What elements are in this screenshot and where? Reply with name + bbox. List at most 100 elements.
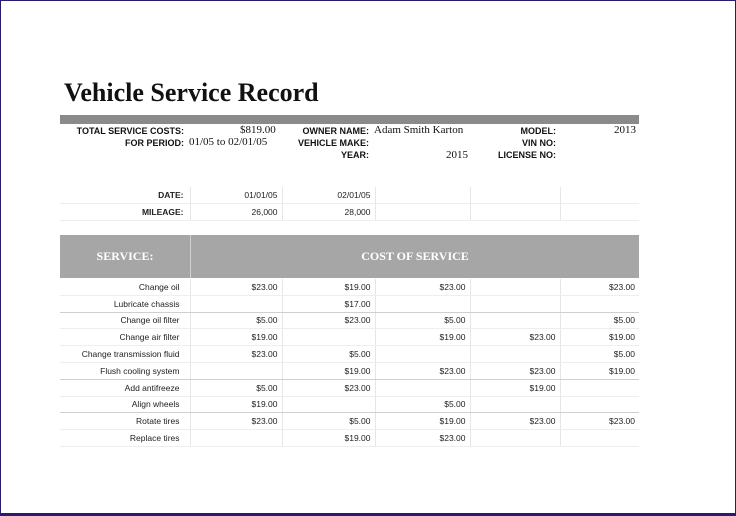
cost-cell[interactable]	[470, 312, 561, 330]
year-value: 2015	[446, 149, 468, 161]
date-cell[interactable]: 01/01/05	[190, 187, 283, 204]
service-name: Change oil filter	[60, 312, 191, 330]
services-table: Change oil $23.00 $19.00 $23.00 $23.00 Lubric…	[60, 279, 639, 447]
cost-cell[interactable]	[560, 379, 639, 397]
cost-cell[interactable]: $5.00	[560, 345, 639, 363]
cost-cell[interactable]	[190, 429, 283, 447]
service-name: Add antifreeze	[60, 379, 191, 397]
cost-cell[interactable]: $5.00	[282, 345, 376, 363]
cost-cell[interactable]: $23.00	[190, 279, 283, 296]
service-name: Change air filter	[60, 328, 191, 347]
date-label: DATE:	[60, 187, 191, 204]
cost-cell[interactable]	[470, 345, 561, 363]
visits-table: DATE: 01/01/05 02/01/05 MILEAGE: 26,000 …	[60, 187, 639, 221]
date-cell[interactable]	[375, 187, 471, 204]
owner-value: Adam Smith Karton	[374, 124, 464, 136]
mileage-cell[interactable]	[560, 203, 639, 221]
cost-cell[interactable]	[375, 345, 471, 363]
cost-cell[interactable]: $23.00	[470, 412, 561, 431]
cost-cell[interactable]: $5.00	[375, 396, 471, 414]
table-row: Change transmission fluid $23.00 $5.00 $5.0…	[60, 345, 639, 363]
model-value: 2013	[614, 124, 636, 136]
page-title: Vehicle Service Record	[64, 78, 319, 107]
cost-cell[interactable]	[470, 396, 561, 414]
cost-cell[interactable]: $19.00	[190, 396, 283, 414]
model-label: MODEL:	[520, 126, 557, 136]
service-column-header: SERVICE:	[60, 235, 191, 278]
service-name: Flush cooling system	[60, 362, 191, 380]
mileage-cell[interactable]	[375, 203, 471, 221]
cost-cell[interactable]: $23.00	[282, 312, 376, 330]
cost-cell[interactable]: $17.00	[282, 295, 376, 313]
cost-cell[interactable]: $23.00	[470, 362, 561, 380]
cost-cell[interactable]: $23.00	[375, 279, 471, 296]
cost-cell[interactable]: $23.00	[375, 362, 471, 380]
cost-cell[interactable]: $19.00	[375, 328, 471, 347]
service-name: Change oil	[60, 279, 191, 296]
owner-label: OWNER NAME:	[302, 126, 370, 136]
table-row: Change oil $23.00 $19.00 $23.00 $23.00	[60, 279, 639, 296]
year-label: YEAR:	[340, 150, 369, 160]
cost-cell[interactable]: $19.00	[560, 362, 639, 380]
service-table-header: SERVICE: COST OF SERVICE	[60, 235, 639, 278]
cost-column-header: COST OF SERVICE	[361, 249, 469, 263]
table-row: Rotate tires $23.00 $5.00 $19.00 $23.00 $23.0…	[60, 412, 639, 431]
table-row: Replace tires $19.00 $23.00	[60, 429, 639, 447]
service-name: Align wheels	[60, 396, 191, 414]
mileage-cell[interactable]	[470, 203, 561, 221]
cost-cell[interactable]	[190, 362, 283, 380]
cost-cell[interactable]: $19.00	[470, 379, 561, 397]
date-row: DATE: 01/01/05 02/01/05	[60, 187, 639, 204]
cost-cell[interactable]: $5.00	[282, 412, 376, 431]
cost-cell[interactable]: $5.00	[560, 312, 639, 330]
cost-cell[interactable]: $19.00	[282, 362, 376, 380]
cost-cell[interactable]	[560, 396, 639, 414]
total-cost-value: $819.00	[240, 124, 276, 136]
cost-cell[interactable]	[282, 328, 376, 347]
cost-cell[interactable]: $23.00	[190, 345, 283, 363]
cost-cell[interactable]: $19.00	[282, 279, 376, 296]
vehicle-make-label: VEHICLE MAKE:	[297, 138, 369, 148]
date-cell[interactable]	[560, 187, 639, 204]
service-name: Change transmission fluid	[60, 345, 191, 363]
cost-cell[interactable]: $5.00	[375, 312, 471, 330]
cost-cell[interactable]: $19.00	[282, 429, 376, 447]
table-row: Change air filter $19.00 $19.00 $23.00 $19.0…	[60, 328, 639, 347]
license-label: LICENSE NO:	[497, 150, 556, 160]
table-row: Flush cooling system $19.00 $23.00 $23.00 $1…	[60, 362, 639, 380]
mileage-cell[interactable]: 26,000	[190, 203, 283, 221]
service-name: Lubricate chassis	[60, 295, 191, 313]
mileage-cell[interactable]: 28,000	[282, 203, 376, 221]
cost-cell[interactable]	[470, 279, 561, 296]
cost-cell[interactable]	[470, 295, 561, 313]
cost-cell[interactable]	[375, 379, 471, 397]
cost-cell[interactable]	[560, 295, 639, 313]
cost-cell[interactable]	[282, 396, 376, 414]
service-name: Rotate tires	[60, 412, 191, 431]
table-row: Lubricate chassis $17.00	[60, 295, 639, 313]
cost-cell[interactable]	[560, 429, 639, 447]
cost-cell[interactable]	[470, 429, 561, 447]
cost-cell[interactable]: $23.00	[282, 379, 376, 397]
cost-cell[interactable]: $23.00	[470, 328, 561, 347]
period-label: FOR PERIOD:	[124, 138, 184, 148]
title-divider-bar	[60, 115, 639, 124]
cost-cell[interactable]	[375, 295, 471, 313]
cost-cell[interactable]: $23.00	[190, 412, 283, 431]
cost-cell[interactable]: $19.00	[375, 412, 471, 431]
cost-cell[interactable]: $23.00	[560, 279, 639, 296]
mileage-row: MILEAGE: 26,000 28,000	[60, 203, 639, 221]
date-cell[interactable]: 02/01/05	[282, 187, 376, 204]
cost-cell[interactable]: $23.00	[560, 412, 639, 431]
table-row: Align wheels $19.00 $5.00	[60, 396, 639, 414]
cost-cell[interactable]: $19.00	[190, 328, 283, 347]
total-cost-label: TOTAL SERVICE COSTS:	[76, 126, 184, 136]
table-row: Add antifreeze $5.00 $23.00 $19.00	[60, 379, 639, 397]
cost-cell[interactable]: $5.00	[190, 379, 283, 397]
cost-cell[interactable]: $5.00	[190, 312, 283, 330]
date-cell[interactable]	[470, 187, 561, 204]
cost-cell[interactable]: $19.00	[560, 328, 639, 347]
cost-cell[interactable]: $23.00	[375, 429, 471, 447]
cost-cell[interactable]	[190, 295, 283, 313]
vin-label: VIN NO:	[521, 138, 556, 148]
